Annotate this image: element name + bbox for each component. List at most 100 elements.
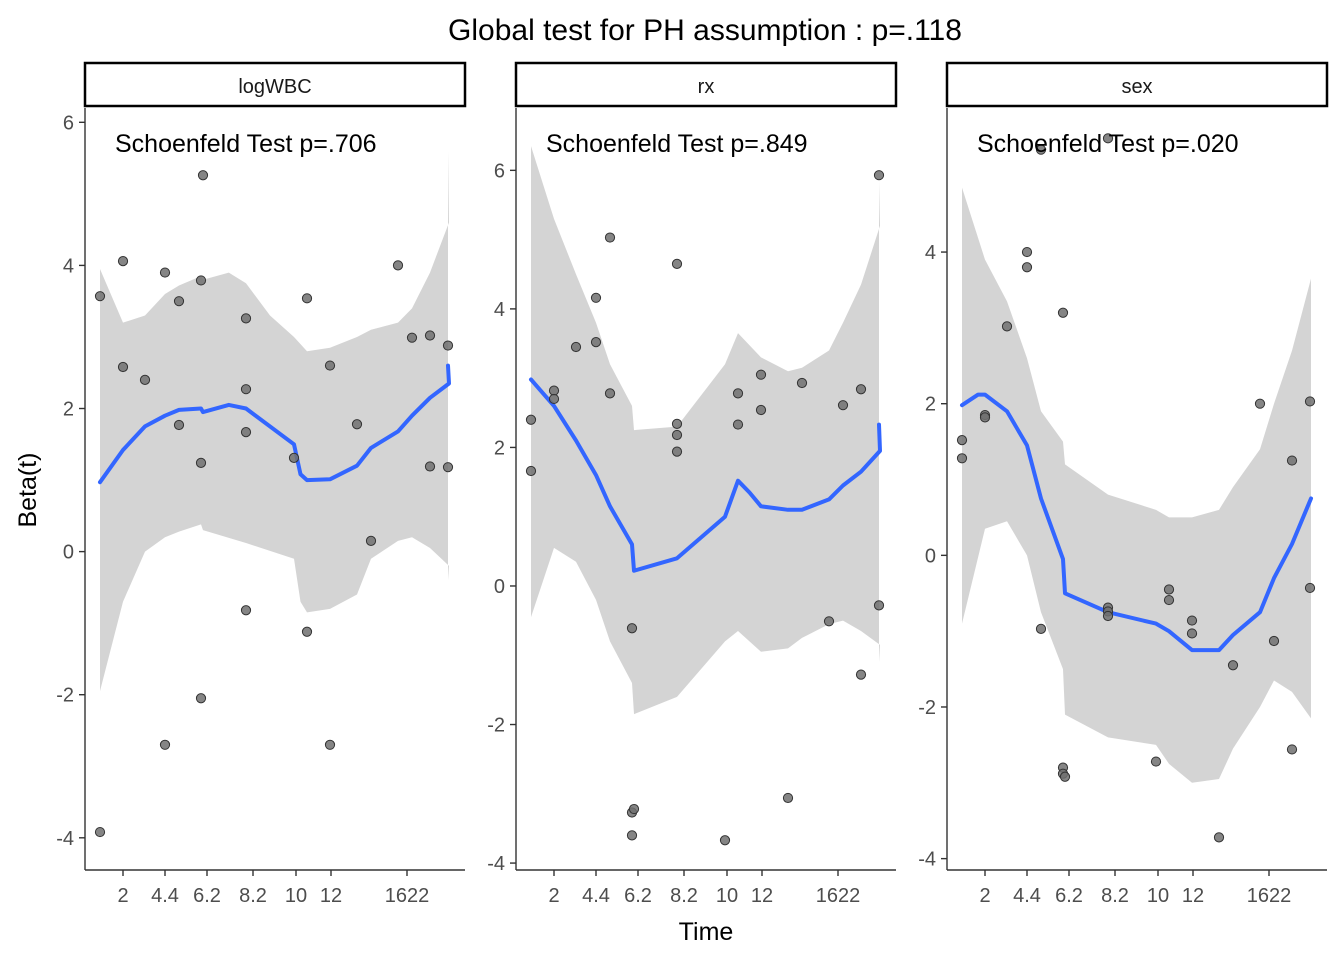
data-point	[139, 374, 151, 385]
x-tick-label: 8.2	[670, 885, 698, 907]
facet-panels: -4 -2 0 2 4 6 2 4.4 6.2 8.2 10 12 1622 logWBC Schoenfe…	[56, 61, 1329, 907]
y-tick-label: -2	[56, 685, 74, 707]
y-tick-label: -4	[918, 849, 936, 871]
facet-strip	[83, 61, 467, 108]
y-tick-label: 0	[494, 576, 505, 598]
y-tick-label: 0	[63, 542, 74, 564]
data-point	[626, 830, 638, 841]
data-point	[837, 400, 849, 411]
smooth-line	[960, 392, 1313, 653]
data-point	[823, 616, 835, 627]
data-point	[1186, 615, 1198, 626]
y-tick-label: 4	[925, 242, 936, 264]
data-point	[671, 418, 683, 429]
data-point	[671, 429, 683, 441]
y-tick-label: 2	[63, 399, 74, 421]
data-point	[351, 419, 363, 430]
y-tick-label: -2	[918, 697, 936, 719]
data-point	[855, 669, 867, 680]
y-tick-label: 4	[63, 255, 74, 277]
data-point	[1254, 398, 1266, 409]
data-point	[1186, 628, 1198, 639]
confidence-band	[962, 187, 1311, 783]
y-axis-label: Beta(t)	[14, 452, 42, 527]
y-tick-label: 6	[494, 160, 505, 182]
data-point	[424, 330, 436, 341]
data-point	[1286, 455, 1298, 466]
data-point	[732, 419, 744, 430]
data-point	[159, 739, 171, 750]
data-point	[626, 623, 638, 634]
data-point	[590, 337, 602, 348]
data-point	[873, 600, 885, 611]
data-point	[392, 260, 404, 271]
x-tick-label: 12	[1182, 885, 1204, 907]
data-point	[195, 457, 207, 468]
data-point	[873, 170, 885, 181]
data-point	[782, 792, 794, 804]
data-point	[301, 626, 313, 637]
data-point	[1001, 321, 1013, 332]
data-point	[94, 826, 106, 838]
data-point	[117, 256, 129, 267]
y-tick-label: 2	[925, 394, 936, 416]
x-tick-label: 6.2	[193, 885, 221, 907]
data-point	[1227, 660, 1239, 671]
data-point	[755, 404, 767, 416]
data-point	[94, 291, 106, 302]
x-tick-label: 4.4	[151, 885, 179, 907]
y-tick-label: -2	[487, 715, 505, 737]
x-tick-label: 1622	[385, 885, 430, 907]
data-point	[979, 412, 991, 423]
data-point	[671, 446, 683, 457]
data-point	[548, 393, 560, 405]
data-point	[117, 361, 129, 373]
data-point	[159, 267, 171, 278]
data-point	[1021, 262, 1033, 273]
data-point	[365, 535, 377, 546]
data-point	[732, 388, 744, 399]
facet-strip	[945, 61, 1329, 108]
data-point	[195, 693, 207, 704]
data-point	[1035, 623, 1047, 634]
schoenfeld-annotation: Schoenfeld Test p=.020	[977, 130, 1239, 158]
data-point	[1286, 744, 1298, 755]
data-point	[956, 434, 968, 446]
schoenfeld-annotation: Schoenfeld Test p=.849	[546, 130, 808, 158]
y-tick-label: -4	[56, 828, 74, 850]
data-point	[173, 419, 185, 431]
data-point	[719, 835, 731, 846]
y-tick-label: 6	[63, 112, 74, 134]
x-axis-label: Time	[679, 918, 734, 946]
data-point	[442, 340, 454, 351]
x-tick-label: 6.2	[624, 885, 652, 907]
x-tick-label: 10	[285, 885, 307, 907]
data-point	[240, 605, 252, 616]
x-tick-label: 2	[979, 885, 990, 907]
data-point	[1059, 771, 1071, 782]
data-point	[240, 384, 252, 395]
data-point	[240, 313, 252, 324]
data-point	[1304, 582, 1316, 594]
x-tick-label: 8.2	[1101, 885, 1129, 907]
confidence-band	[100, 150, 449, 692]
x-tick-label: 4.4	[582, 885, 610, 907]
x-tick-label: 4.4	[1013, 885, 1041, 907]
data-point	[590, 292, 602, 303]
data-point	[1304, 396, 1316, 407]
data-point	[1163, 584, 1175, 595]
data-point	[424, 461, 436, 472]
data-point	[796, 377, 808, 389]
data-point	[324, 360, 336, 371]
x-tick-label: 8.2	[239, 885, 267, 907]
data-point	[956, 453, 968, 464]
data-point	[525, 465, 537, 477]
data-point	[604, 232, 616, 243]
x-tick-label: 10	[1147, 885, 1169, 907]
chart-title: Global test for PH assumption : p=.118	[448, 14, 962, 47]
x-tick-label: 2	[548, 885, 559, 907]
data-point	[1057, 307, 1069, 318]
panel-sex: -4 -2 0 2 4 2 4.4 6.2 8.2 10 12 1622 sex Schoenfeld T…	[918, 61, 1329, 907]
